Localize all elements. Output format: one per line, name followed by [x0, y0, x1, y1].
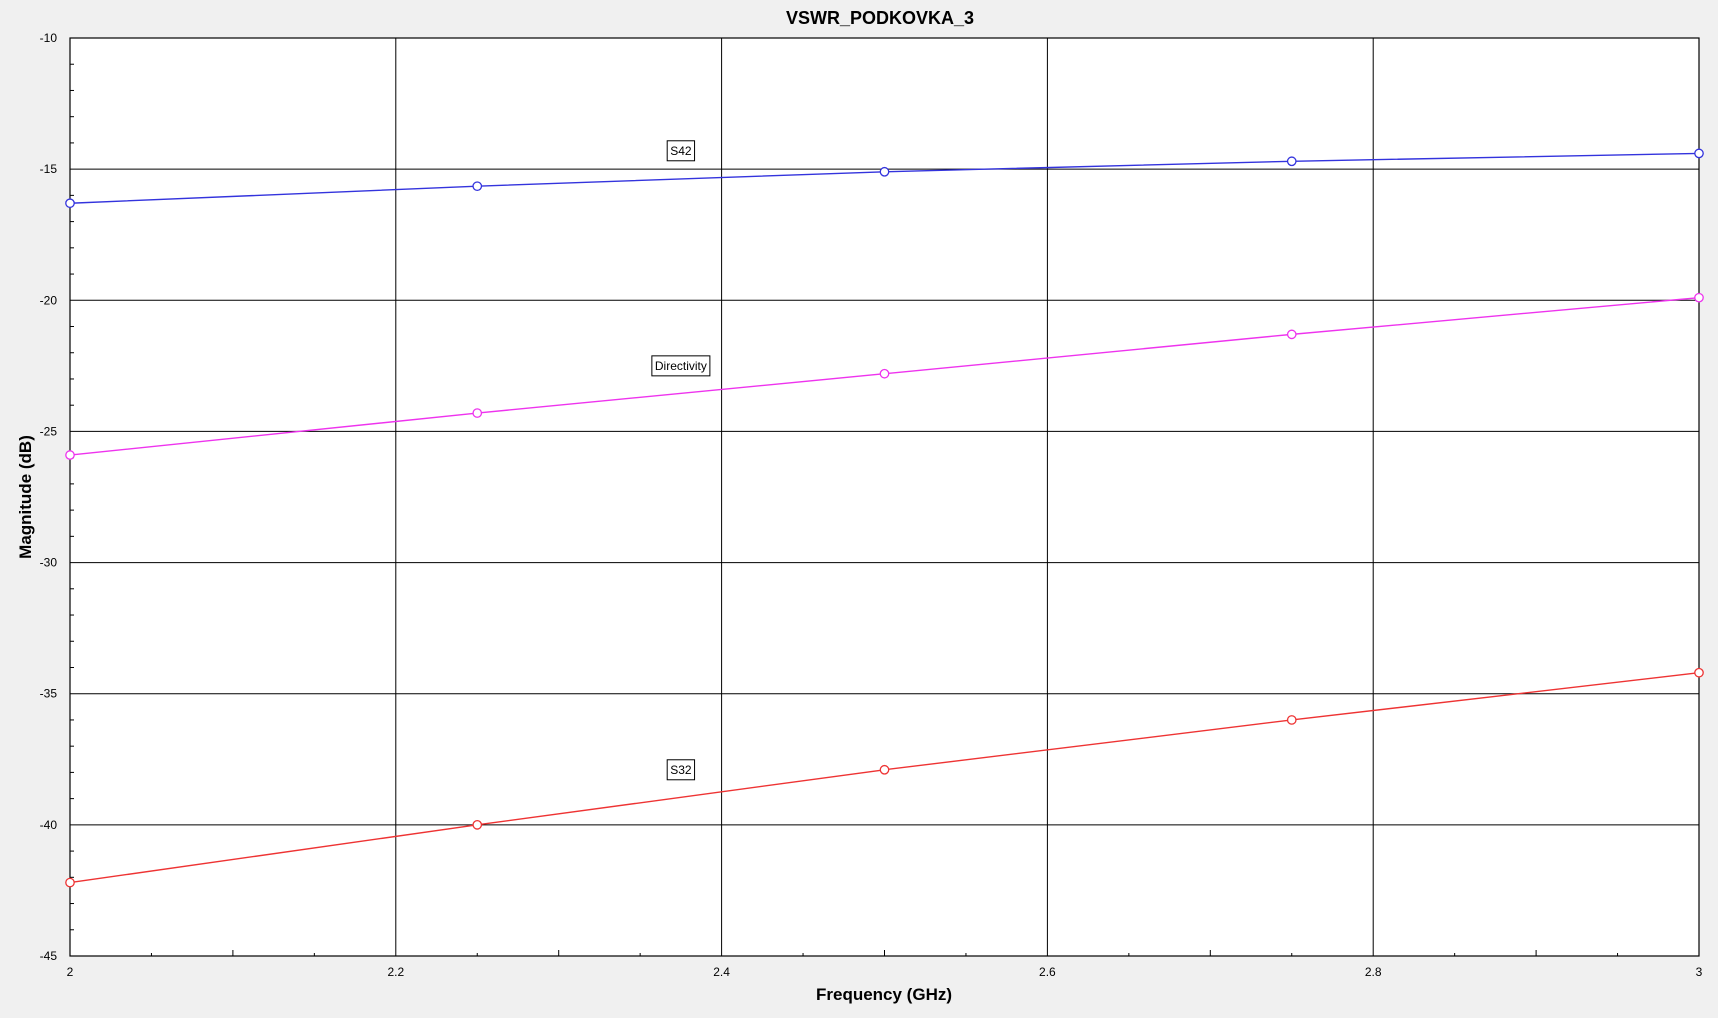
x-tick-label: 2.6: [1039, 965, 1056, 979]
data-point: [879, 166, 890, 177]
series-directivity: [65, 292, 1704, 460]
series-tag-label: S32: [670, 763, 692, 777]
grid: [70, 38, 1699, 956]
series-s42: [65, 148, 1704, 209]
chart-title: VSWR_PODKOVKA_3: [786, 8, 974, 28]
y-tick-label: -35: [40, 687, 58, 701]
data-point: [879, 764, 890, 775]
data-point: [1694, 148, 1704, 159]
data-point: [472, 408, 483, 418]
series-tag-box: [651, 355, 711, 377]
x-tick-label: 2: [67, 965, 74, 979]
tick-labels: 2 2.2 2.4 2.6 2.8 3 -10 -15 -20 -25 -30 -35 -40 -45: [40, 31, 1703, 979]
data-point: [1694, 667, 1704, 678]
x-tick-label: 3: [1696, 965, 1703, 979]
x-tick-label: 2.4: [713, 965, 730, 979]
series-tags: S42 Directivity S32: [651, 140, 711, 781]
data-point: [65, 450, 75, 460]
data-point: [1694, 292, 1704, 303]
series-s32: [65, 667, 1704, 888]
series-tag-s32: S32: [666, 759, 696, 781]
series-layer: [65, 148, 1704, 888]
data-point: [1286, 156, 1297, 167]
series-tag-s42: S42: [666, 140, 696, 162]
series-tag-box: [666, 759, 696, 781]
data-point: [1286, 715, 1297, 725]
x-tick-label: 2.2: [387, 965, 404, 979]
series-tag-label: S42: [670, 144, 692, 158]
y-tick-label: -25: [40, 424, 58, 438]
series-tag-label: Directivity: [655, 359, 707, 373]
y-axis-label: Magnitude (dB): [16, 435, 35, 559]
y-tick-label: -30: [40, 556, 58, 570]
x-axis-label: Frequency (GHz): [816, 985, 952, 1004]
x-tick-label: 2.8: [1365, 965, 1382, 979]
series-tag-directivity: Directivity: [651, 355, 711, 377]
data-point: [65, 198, 75, 209]
y-tick-label: -20: [40, 293, 58, 307]
y-tick-label: -10: [40, 31, 58, 45]
series-tag-box: [666, 140, 696, 162]
data-point: [65, 877, 75, 888]
y-tick-label: -15: [40, 162, 58, 176]
plot-area: [69, 37, 1700, 957]
y-tick-label: -40: [40, 818, 58, 832]
y-tick-label: -45: [40, 949, 58, 963]
data-point: [472, 820, 483, 830]
data-point: [1286, 329, 1297, 340]
data-point: [472, 181, 483, 192]
data-point: [879, 368, 890, 379]
